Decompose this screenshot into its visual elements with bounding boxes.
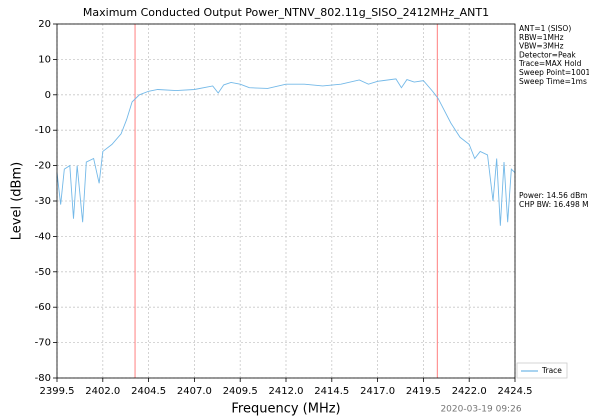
y-tick-label: -50 <box>35 267 51 278</box>
y-tick-label: -40 <box>35 231 51 242</box>
legend-box <box>516 362 568 379</box>
x-tick-label: 2414.5 <box>314 386 349 397</box>
info-line: VBW=3MHz <box>519 42 564 51</box>
y-tick-label: 20 <box>38 19 51 30</box>
y-tick-label: -80 <box>35 373 51 384</box>
power-info-line: Power: 14.56 dBm <box>519 191 588 200</box>
y-tick-label: -60 <box>35 302 51 313</box>
x-axis-label: Frequency (MHz) <box>231 402 340 417</box>
y-tick-label: -70 <box>35 338 51 349</box>
x-tick-label: 2399.5 <box>40 386 75 397</box>
y-tick-label: -10 <box>35 125 51 136</box>
x-tick-label: 2424.5 <box>498 386 533 397</box>
info-line: Sweep Time=1ms <box>519 77 587 86</box>
x-tick-label: 2417.0 <box>360 386 395 397</box>
timestamp: 2020-03-19 09:26 <box>440 405 521 415</box>
legend-label: Trace <box>541 366 562 375</box>
x-tick-label: 2404.5 <box>131 386 166 397</box>
x-tick-label: 2422.0 <box>452 386 487 397</box>
y-tick-label: -20 <box>35 161 51 172</box>
x-tick-label: 2419.5 <box>406 386 441 397</box>
info-line: RBW=1MHz <box>519 33 564 42</box>
info-line: Detector=Peak <box>519 50 576 59</box>
y-tick-label: 0 <box>45 90 51 101</box>
y-tick-label: -30 <box>35 196 51 207</box>
x-tick-label: 2402.0 <box>85 386 120 397</box>
y-axis-label: Level (dBm) <box>10 162 25 240</box>
chart-title: Maximum Conducted Output Power_NTNV_802.… <box>83 6 489 19</box>
info-line: ANT=1 (SISO) <box>519 24 571 33</box>
y-tick-label: 10 <box>38 54 51 65</box>
power-info-line: CHP BW: 16.498 MHz <box>519 200 589 209</box>
x-tick-label: 2409.5 <box>223 386 258 397</box>
info-line: Sweep Point=1001 <box>519 68 589 77</box>
plot-frame <box>56 23 516 379</box>
trace-line <box>56 78 516 226</box>
x-tick-label: 2407.0 <box>177 386 212 397</box>
x-tick-label: 2412.0 <box>269 386 304 397</box>
info-line: Trace=MAX Hold <box>518 59 582 68</box>
